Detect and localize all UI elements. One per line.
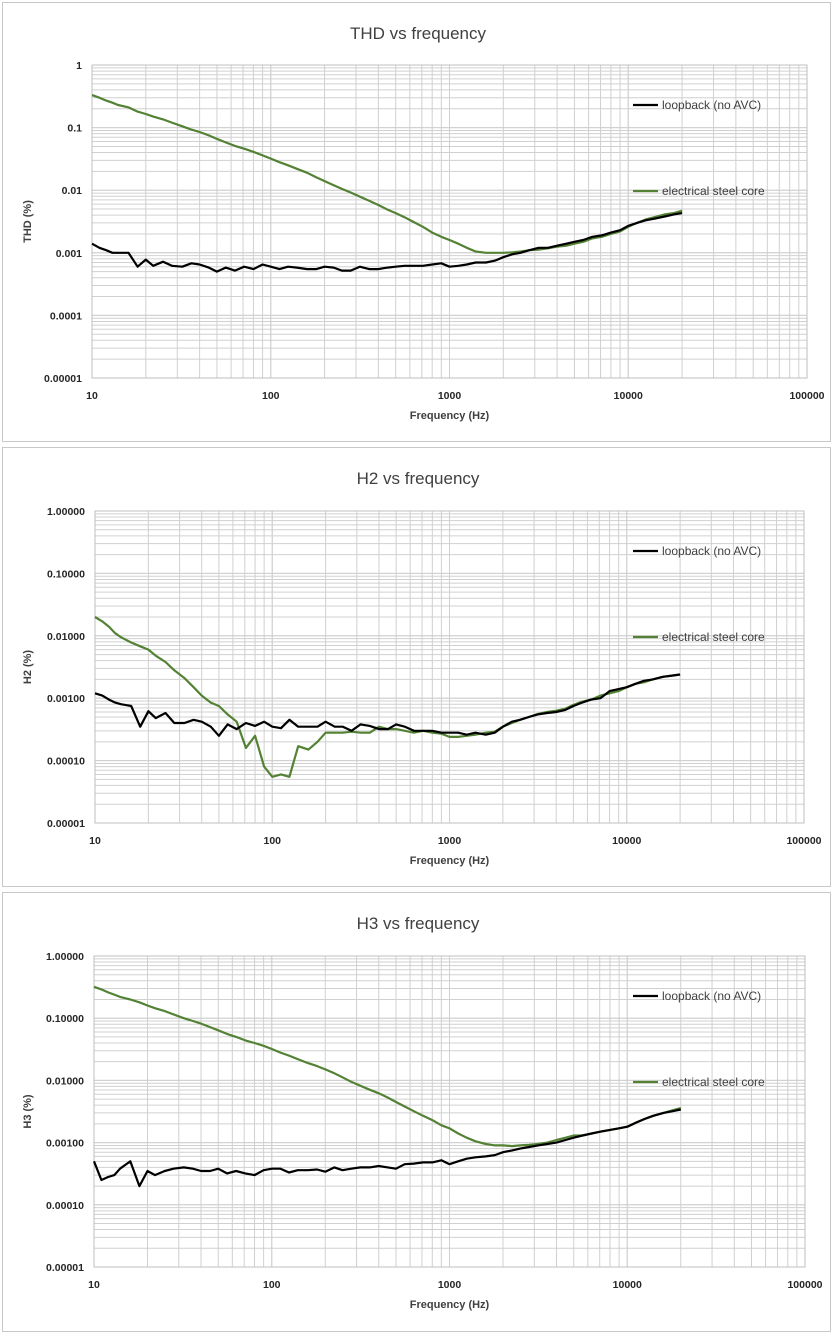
gridlines — [94, 510, 805, 824]
y-axis-label: H2 (%) — [22, 650, 34, 685]
plot-area-border — [94, 510, 805, 824]
y-tick-label: 0.001 — [56, 248, 82, 260]
plot-area-border — [91, 64, 808, 379]
legend-label-1: electrical steel core — [662, 1075, 765, 1089]
x-tick-label: 100000 — [786, 835, 821, 847]
x-tick-label: 10000 — [613, 1279, 642, 1291]
series-line-1 — [91, 94, 683, 254]
x-tick-label: 10 — [86, 390, 98, 402]
y-tick-label: 0.00001 — [46, 1262, 84, 1274]
chart-title: H3 vs frequency — [357, 914, 480, 933]
y-tick-label: 0.00001 — [47, 818, 85, 830]
y-tick-label: 0.10000 — [46, 1013, 84, 1025]
chart-title: THD vs frequency — [350, 24, 487, 43]
series-line-1 — [93, 985, 682, 1148]
plot-area-border — [93, 955, 806, 1268]
x-tick-label: 1000 — [438, 1279, 462, 1291]
x-tick-label: 10000 — [614, 390, 643, 402]
y-tick-label: 0.00001 — [44, 373, 82, 385]
y-axis-label: H3 (%) — [22, 1094, 34, 1129]
chart-title: H2 vs frequency — [357, 469, 480, 488]
y-tick-label: 0.01000 — [47, 631, 85, 643]
x-tick-label: 100 — [263, 835, 281, 847]
x-axis-label: Frequency (Hz) — [410, 1299, 490, 1311]
x-axis-label: Frequency (Hz) — [410, 410, 490, 422]
chart-svg-h3: H3 vs frequency 10 100 1000 10000 100000 1.000… — [22, 914, 823, 1311]
x-tick-label: 100000 — [789, 390, 824, 402]
x-tick-label: 1000 — [438, 390, 462, 402]
chart-panel-thd: THD vs frequency 10 100 1000 10000 100000 1 0.1… — [2, 2, 831, 442]
x-tick-label: 10 — [88, 1279, 100, 1291]
y-tick-label: 0.01000 — [46, 1075, 84, 1087]
x-tick-label: 100 — [263, 1279, 281, 1291]
y-tick-label: 0.0001 — [50, 310, 82, 322]
y-tick-label: 0.00100 — [46, 1138, 84, 1150]
series-line-1 — [94, 616, 681, 778]
series-line-0 — [94, 673, 681, 737]
y-axis-label: THD (%) — [22, 200, 34, 243]
x-tick-label: 100 — [262, 390, 280, 402]
gridlines — [91, 64, 808, 379]
legend-label-0: loopback (no AVC) — [662, 989, 761, 1003]
legend-label-0: loopback (no AVC) — [662, 544, 761, 558]
legend-label-0: loopback (no AVC) — [662, 98, 761, 112]
x-tick-label: 10000 — [612, 835, 641, 847]
y-tick-label: 0.00100 — [47, 693, 85, 705]
chart-panel-h2: H2 vs frequency 10 100 1000 10000 100000 1.000… — [2, 447, 831, 887]
y-tick-label: 1.00000 — [46, 951, 84, 963]
x-axis-label: Frequency (Hz) — [410, 855, 490, 867]
y-tick-label: 0.01 — [62, 185, 83, 197]
y-tick-label: 1.00000 — [47, 506, 85, 518]
x-tick-label: 100000 — [787, 1279, 822, 1291]
y-tick-label: 0.00010 — [46, 1200, 84, 1212]
y-tick-label: 0.1 — [67, 123, 82, 135]
legend-label-1: electrical steel core — [662, 184, 765, 198]
series-line-0 — [92, 1108, 682, 1188]
y-tick-label: 0.00010 — [47, 756, 85, 768]
x-tick-label: 10 — [89, 835, 101, 847]
series-line-0 — [91, 212, 683, 273]
chart-svg-thd: THD vs frequency 10 100 1000 10000 100000 1 0.1… — [22, 24, 825, 422]
legend-label-1: electrical steel core — [662, 630, 765, 644]
gridlines — [93, 955, 806, 1268]
y-tick-label: 0.10000 — [47, 568, 85, 580]
chart-panel-h3: H3 vs frequency 10 100 1000 10000 100000 1.000… — [2, 892, 831, 1332]
y-tick-label: 1 — [76, 60, 82, 72]
chart-svg-h2: H2 vs frequency 10 100 1000 10000 100000 1.000… — [22, 469, 822, 867]
x-tick-label: 1000 — [438, 835, 462, 847]
